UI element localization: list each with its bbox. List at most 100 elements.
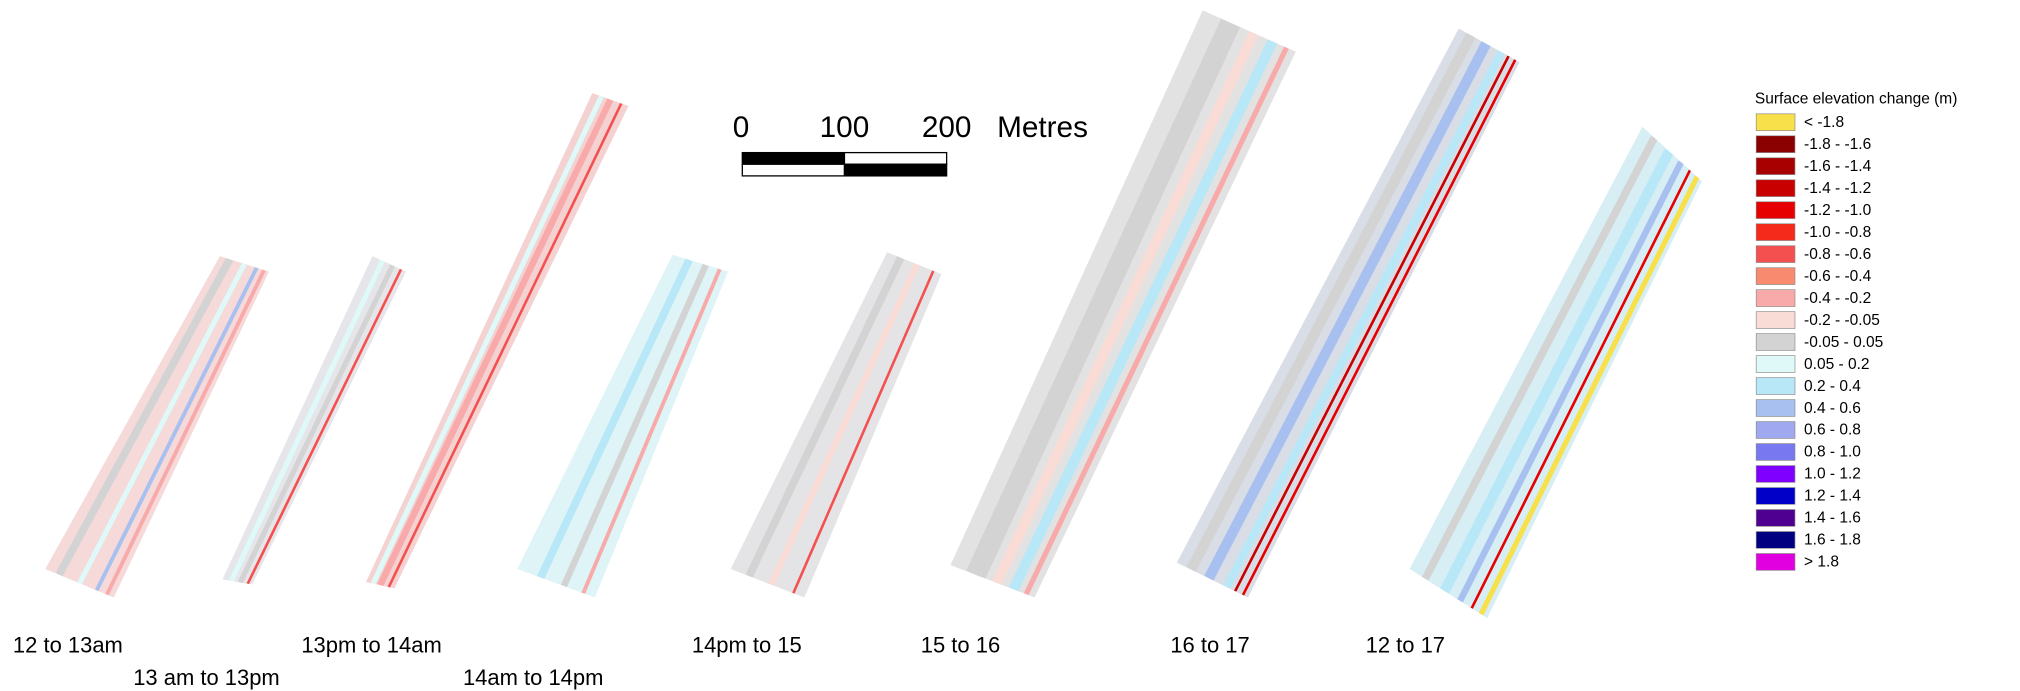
stripe bbox=[1186, 32, 1476, 572]
scale-segment bbox=[843, 151, 948, 165]
panel-label: 12 to 13am bbox=[13, 632, 123, 657]
legend-swatch bbox=[1755, 135, 1796, 153]
legend-swatch bbox=[1755, 201, 1796, 219]
scale-segment bbox=[741, 151, 846, 165]
scale-unit: Metres bbox=[997, 111, 1088, 144]
legend-swatch bbox=[1755, 311, 1796, 329]
stripe bbox=[768, 262, 920, 587]
scale-label: 0 bbox=[733, 111, 750, 144]
legend-swatch bbox=[1755, 509, 1796, 527]
legend: Surface elevation change (m) < -1.8 -1.8 … bbox=[1755, 91, 1957, 571]
stripe bbox=[966, 18, 1241, 580]
legend-label: > 1.8 bbox=[1804, 554, 1839, 571]
legend-swatch bbox=[1755, 267, 1796, 285]
panel-label: 16 to 17 bbox=[1170, 632, 1249, 657]
legend-swatch bbox=[1755, 443, 1796, 461]
stripe bbox=[1223, 50, 1505, 589]
legend-label: -1.2 - -1.0 bbox=[1804, 202, 1872, 219]
stripe bbox=[377, 98, 614, 587]
strip-pattern bbox=[537, 258, 722, 594]
panel-label: 15 to 16 bbox=[921, 632, 1000, 657]
legend-label: 1.2 - 1.4 bbox=[1804, 488, 1861, 505]
stripe bbox=[1439, 148, 1674, 594]
legend-label: -0.4 - -0.2 bbox=[1804, 290, 1871, 307]
legend-swatch bbox=[1755, 355, 1796, 373]
stripe bbox=[1023, 46, 1289, 596]
strip bbox=[517, 254, 729, 598]
legend-label: -0.05 - 0.05 bbox=[1804, 334, 1883, 351]
stripe bbox=[1478, 175, 1700, 616]
strip-pattern bbox=[370, 95, 623, 588]
stripe bbox=[992, 30, 1259, 586]
stripe bbox=[229, 259, 385, 583]
legend-swatch bbox=[1755, 179, 1796, 197]
legend-swatch bbox=[1755, 113, 1796, 131]
legend-label: -1.6 - -1.4 bbox=[1804, 158, 1872, 175]
legend-swatch bbox=[1755, 399, 1796, 417]
stripe bbox=[387, 102, 623, 588]
legend-label: < -1.8 bbox=[1804, 114, 1844, 131]
stripe bbox=[246, 268, 403, 585]
strip-pattern bbox=[745, 256, 935, 594]
legend-swatch bbox=[1755, 531, 1796, 549]
stripe bbox=[581, 268, 722, 594]
legend-label: -0.6 - -0.4 bbox=[1804, 268, 1872, 285]
stripe bbox=[1421, 135, 1658, 581]
stripe bbox=[94, 266, 259, 592]
strips bbox=[45, 10, 1702, 619]
stripe bbox=[77, 262, 247, 585]
strip-pattern bbox=[966, 18, 1289, 596]
panel-label: 12 to 17 bbox=[1366, 632, 1445, 657]
legend-swatch bbox=[1755, 421, 1796, 439]
stripe bbox=[560, 263, 709, 588]
stripe bbox=[370, 95, 604, 585]
legend-swatch bbox=[1755, 289, 1796, 307]
legend-label: 0.8 - 1.0 bbox=[1804, 444, 1861, 461]
strip bbox=[45, 256, 269, 598]
legend-label: 0.2 - 0.4 bbox=[1804, 378, 1861, 395]
strip-pattern bbox=[1421, 135, 1700, 616]
legend-label: -1.4 - -1.2 bbox=[1804, 180, 1871, 197]
strip-pattern bbox=[1186, 32, 1517, 596]
legend-label: -0.8 - -0.6 bbox=[1804, 246, 1871, 263]
legend-label: 0.05 - 0.2 bbox=[1804, 356, 1870, 373]
panel-label: 13 am to 13pm bbox=[133, 665, 280, 690]
panel-label: 13pm to 14am bbox=[301, 632, 441, 657]
legend-label: -1.0 - -0.8 bbox=[1804, 224, 1871, 241]
stripe bbox=[1204, 41, 1491, 581]
scale-segment bbox=[843, 163, 948, 177]
panel-label: 14pm to 15 bbox=[692, 632, 802, 657]
legend-label: 0.4 - 0.6 bbox=[1804, 400, 1861, 417]
scale-label: 200 bbox=[922, 111, 972, 144]
stripe bbox=[537, 258, 693, 580]
legend-label: 1.0 - 1.2 bbox=[1804, 466, 1861, 483]
legend-swatch bbox=[1755, 377, 1796, 395]
legend-swatch bbox=[1755, 157, 1796, 175]
stripe bbox=[55, 257, 234, 577]
strip-pattern bbox=[229, 259, 403, 585]
scale-segment bbox=[741, 163, 846, 177]
stripe bbox=[105, 269, 266, 596]
legend-label: -1.8 - -1.6 bbox=[1804, 136, 1871, 153]
stripe bbox=[745, 256, 905, 578]
legend-swatch bbox=[1755, 465, 1796, 483]
strip-pattern bbox=[55, 257, 266, 596]
legend-label: 1.4 - 1.6 bbox=[1804, 510, 1861, 527]
legend-title: Surface elevation change (m) bbox=[1755, 91, 1957, 108]
legend-swatch bbox=[1755, 333, 1796, 351]
legend-swatch bbox=[1755, 223, 1796, 241]
stripe bbox=[237, 264, 395, 584]
legend-label: 0.6 - 0.8 bbox=[1804, 422, 1861, 439]
panel-labels: 12 to 13am 13 am to 13pm 13pm to 14am 14am … bbox=[13, 632, 1445, 689]
legend-swatch bbox=[1755, 245, 1796, 263]
legend-label: 1.6 - 1.8 bbox=[1804, 532, 1861, 549]
legend-swatch bbox=[1755, 553, 1796, 571]
legend-label: -0.2 - -0.05 bbox=[1804, 312, 1880, 329]
scale-bar: 0 100 200 Metres bbox=[733, 111, 1088, 177]
stripe bbox=[1241, 59, 1517, 596]
stripe bbox=[1457, 160, 1684, 603]
stripe bbox=[1233, 55, 1510, 592]
stripe bbox=[1008, 39, 1278, 592]
scale-label: 100 bbox=[820, 111, 870, 144]
